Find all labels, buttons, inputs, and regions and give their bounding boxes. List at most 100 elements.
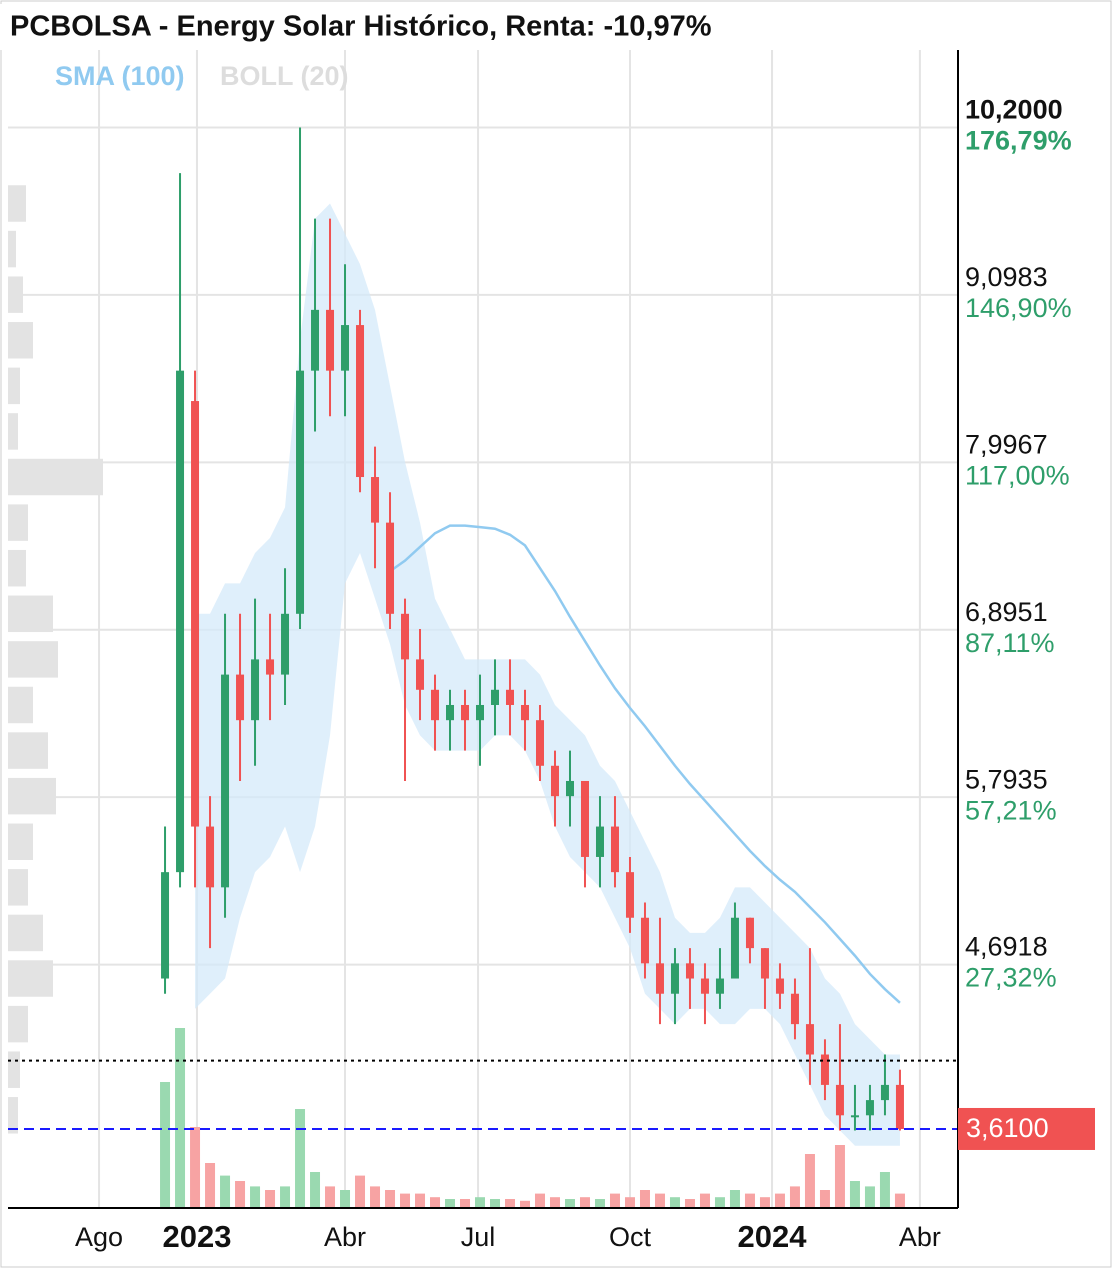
candle-body (730, 917, 739, 979)
y-tick-label: 4,6918 (965, 932, 1048, 962)
candle-body (401, 613, 410, 660)
x-tick-label: Abr (324, 1222, 366, 1252)
y-tick-change: 146,90% (965, 293, 1072, 323)
candle-body (610, 826, 619, 873)
volume-profile-bar (8, 458, 103, 496)
candle-body (685, 963, 694, 979)
candle-body (206, 826, 215, 888)
volume-bar (804, 1154, 815, 1208)
volume-bar (609, 1193, 620, 1208)
volume-bar (205, 1163, 216, 1208)
candle-body (835, 1084, 844, 1116)
volume-bar (684, 1199, 695, 1208)
volume-profile-bar (8, 823, 33, 860)
candle-body (775, 978, 784, 994)
candle-body (640, 917, 649, 964)
volume-bar (519, 1200, 530, 1208)
y-tick-label: 6,8951 (965, 597, 1048, 627)
candle-body (580, 780, 589, 857)
candle-body (416, 659, 425, 690)
volume-profile-bar (8, 686, 33, 724)
volume-profile-bar (8, 413, 18, 450)
volume-bar (235, 1181, 246, 1208)
volume-bar (894, 1193, 905, 1208)
volume-bar (789, 1186, 800, 1208)
volume-bar (849, 1181, 860, 1208)
candle-body (850, 1115, 859, 1118)
volume-bar (759, 1197, 770, 1208)
candle-body (865, 1100, 874, 1116)
volume-bar (265, 1190, 276, 1208)
volume-bar (415, 1193, 426, 1208)
volume-profile-bar (8, 732, 48, 769)
y-tick-label: 10,2000 (965, 95, 1063, 125)
candle-body (461, 704, 470, 721)
volume-bar (250, 1186, 261, 1208)
volume-bar (175, 1028, 186, 1208)
volume-profile-bar (8, 322, 33, 359)
candle-body (311, 309, 320, 371)
candle-body (251, 659, 260, 721)
candle-body (221, 674, 230, 888)
legend-entry: BOLL (20) (220, 61, 349, 91)
y-tick-label: 7,9967 (965, 429, 1048, 459)
volume-bar (370, 1186, 381, 1208)
volume-bar (564, 1199, 575, 1208)
volume-bar (774, 1193, 785, 1208)
bollinger-band (195, 203, 900, 1146)
volume-bar (714, 1197, 725, 1208)
volume-bar (475, 1197, 486, 1208)
candle-body (446, 704, 455, 721)
volume-profile-bar (8, 641, 58, 678)
sma-line (389, 524, 901, 1004)
y-tick-change: 176,79% (965, 126, 1072, 156)
volume-bar (400, 1193, 411, 1208)
volume-profile-bar (8, 777, 56, 815)
legend: SMA (100) BOLL (20) (55, 61, 349, 91)
candle-body (505, 689, 514, 705)
volume-bar (340, 1190, 351, 1208)
volume-bar (489, 1199, 500, 1208)
candle-body (341, 325, 350, 371)
volume-bar (310, 1172, 321, 1208)
volume-bar (534, 1193, 545, 1208)
candle-body (236, 674, 245, 721)
candle-body (296, 370, 305, 614)
candle-body (895, 1084, 904, 1129)
candle-body (820, 1054, 829, 1085)
volume-bar (879, 1172, 890, 1208)
candle-body (476, 704, 485, 721)
volume-profile-bar (8, 914, 43, 952)
candle-body (431, 689, 440, 721)
candle-body (535, 720, 544, 766)
candle-body (386, 522, 395, 614)
candle-body (655, 963, 664, 994)
volume-profile-bar (8, 504, 28, 541)
volume-bar (699, 1193, 710, 1208)
y-tick-change: 87,11% (965, 628, 1055, 658)
volume-profile-bar (8, 1051, 20, 1088)
candle-body (790, 993, 799, 1025)
candle-body (595, 826, 604, 857)
volume-profile-bar (8, 276, 23, 313)
candle-body (520, 704, 529, 721)
volume-bar (325, 1186, 336, 1208)
volume-profile-bar (8, 367, 20, 405)
volume-bar (460, 1199, 471, 1208)
candle-body (281, 613, 290, 675)
candle-body (161, 872, 170, 979)
volume-bar (819, 1190, 830, 1208)
volume-profile-bar (8, 869, 28, 906)
candle-body (176, 370, 185, 873)
x-tick-label: 2024 (738, 1219, 808, 1254)
volume-bar (504, 1199, 515, 1208)
volume-bar (729, 1190, 740, 1208)
y-tick-label: 9,0983 (965, 262, 1048, 292)
candle-body (745, 917, 754, 949)
x-tick-label: Oct (609, 1222, 652, 1252)
y-tick-change: 57,21% (965, 795, 1057, 825)
candle-body (356, 325, 365, 478)
candle-body (326, 309, 335, 371)
x-tick-label: Ago (75, 1222, 123, 1252)
